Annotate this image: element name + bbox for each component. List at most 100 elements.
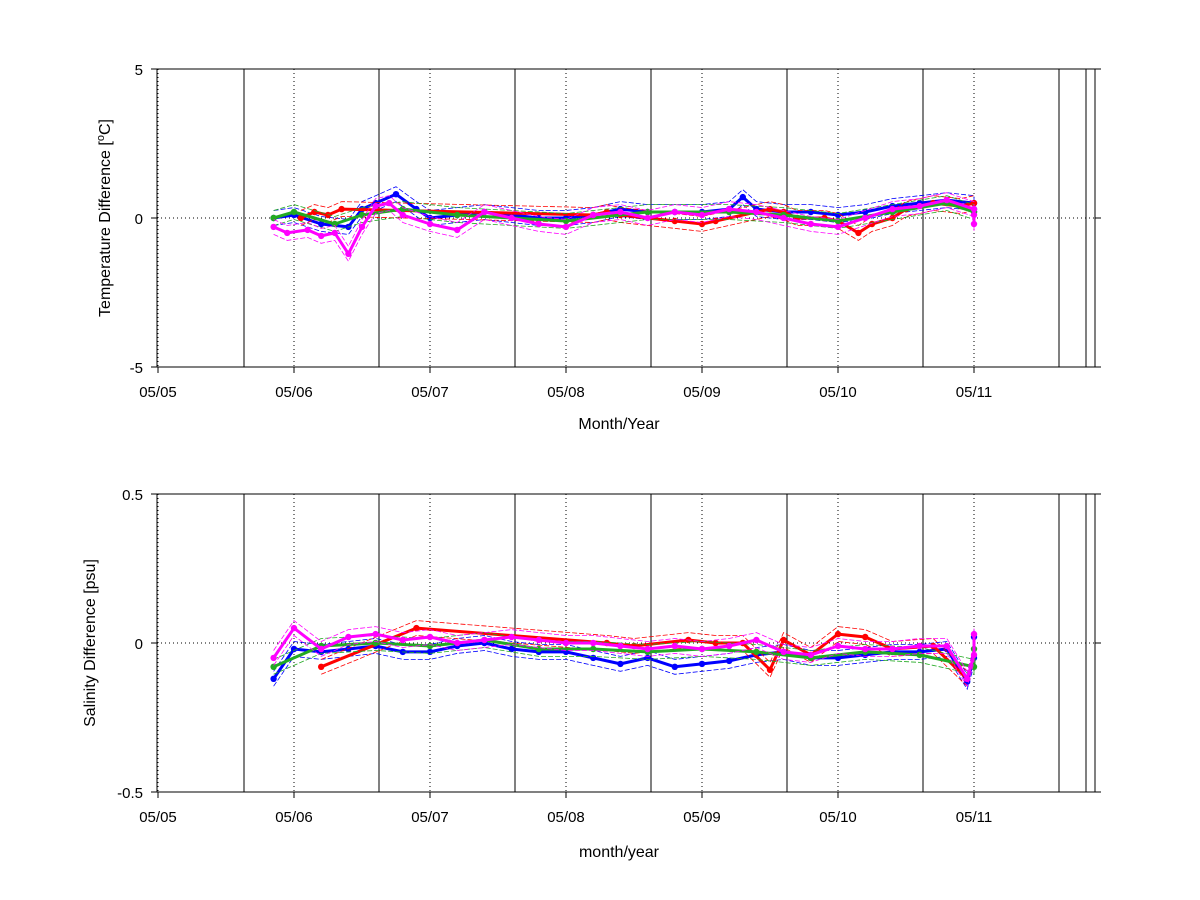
- data-point: [535, 645, 542, 653]
- data-point: [862, 645, 869, 653]
- data-point: [338, 205, 345, 213]
- series-envelope-line: [321, 620, 968, 672]
- data-point: [284, 229, 291, 237]
- data-point: [304, 226, 311, 234]
- x-tick-label: 05/08: [547, 809, 585, 826]
- data-point: [372, 630, 379, 638]
- x-axis-label: Month/Year: [578, 416, 660, 433]
- data-point: [970, 220, 978, 228]
- data-point: [562, 639, 570, 647]
- data-point: [413, 624, 420, 632]
- data-point: [712, 639, 719, 647]
- data-point: [270, 654, 277, 662]
- data-point: [617, 208, 624, 216]
- data-point: [617, 642, 624, 650]
- series-envelope-line: [273, 620, 975, 673]
- y-axis-label: Salinity Difference [psu]: [82, 559, 99, 727]
- data-point: [508, 645, 515, 653]
- x-tick-label: 05/06: [275, 809, 313, 826]
- data-point: [318, 220, 325, 228]
- data-point: [399, 636, 406, 644]
- x-tick-label: 05/09: [683, 809, 721, 826]
- data-point: [889, 205, 896, 213]
- x-axis-label: month/year: [579, 844, 660, 861]
- data-point: [270, 214, 277, 222]
- data-point: [889, 214, 896, 222]
- data-point: [698, 645, 706, 653]
- y-tick-label: 5: [135, 62, 143, 79]
- data-point: [644, 645, 651, 653]
- data-point: [970, 199, 978, 207]
- data-point: [426, 642, 434, 650]
- data-point: [590, 211, 597, 219]
- data-point: [970, 630, 978, 638]
- data-point: [753, 648, 760, 656]
- data-point: [862, 214, 869, 222]
- data-point: [426, 220, 434, 228]
- data-point: [739, 193, 746, 201]
- data-point: [698, 211, 706, 219]
- data-point: [399, 211, 406, 219]
- x-tick-label: 05/07: [411, 809, 449, 826]
- data-point: [481, 208, 488, 216]
- data-point: [807, 220, 814, 228]
- x-tick-label: 05/11: [956, 809, 992, 826]
- data-point: [964, 675, 971, 682]
- x-tick-label: 05/10: [819, 809, 857, 826]
- y-tick-label: 0.5: [122, 487, 143, 504]
- x-tick-label: 05/07: [411, 384, 449, 401]
- data-point: [290, 624, 298, 632]
- data-point: [943, 196, 950, 204]
- y-tick-label: 0: [135, 636, 143, 653]
- data-point: [916, 651, 923, 659]
- data-point: [454, 211, 461, 219]
- data-point: [290, 208, 298, 216]
- data-point: [916, 642, 923, 650]
- data-point: [970, 205, 978, 213]
- data-point: [270, 675, 277, 682]
- data-point: [331, 229, 338, 237]
- series-envelope-line: [273, 195, 975, 217]
- data-point: [807, 651, 814, 659]
- data-point: [834, 217, 842, 225]
- data-point: [535, 636, 542, 644]
- data-point: [644, 214, 651, 222]
- data-point: [372, 202, 379, 210]
- data-point: [970, 211, 978, 219]
- y-axis-label: Temperature Difference [oC]: [95, 119, 114, 317]
- data-point: [481, 636, 488, 644]
- data-point: [726, 642, 733, 650]
- series-envelope-line: [273, 634, 975, 688]
- data-point: [318, 645, 325, 653]
- data-point: [644, 654, 651, 662]
- data-point: [426, 214, 434, 222]
- series-envelope-line: [273, 192, 975, 248]
- data-point: [780, 214, 787, 222]
- data-point: [290, 645, 298, 653]
- series-envelope-line: [273, 644, 975, 691]
- data-point: [331, 220, 338, 228]
- series-envelope-line: [273, 201, 975, 235]
- y-tick-label: -0.5: [117, 785, 143, 802]
- temperature-panel: 05/05 05/06 05/07 05/08 05/09 05/10 05/11 5 0 -5 M…: [95, 62, 1101, 433]
- data-point: [454, 639, 461, 647]
- x-tick-label: 05/05: [139, 809, 177, 826]
- data-point: [318, 663, 325, 670]
- data-point: [855, 229, 862, 237]
- data-point: [834, 642, 842, 650]
- data-point: [671, 642, 678, 650]
- x-tick-label: 05/11: [956, 384, 992, 401]
- data-point: [753, 208, 760, 216]
- series-envelope-line: [273, 186, 975, 220]
- data-point: [358, 211, 366, 219]
- data-point: [943, 642, 950, 650]
- x-tick-label: 05/05: [139, 384, 177, 401]
- data-point: [671, 663, 678, 670]
- series-line: [300, 201, 975, 235]
- data-point: [297, 214, 304, 222]
- data-point: [311, 208, 318, 216]
- series-envelope-line: [321, 635, 968, 687]
- data-point: [426, 648, 434, 656]
- series-line: [273, 192, 976, 229]
- data-point: [590, 654, 597, 662]
